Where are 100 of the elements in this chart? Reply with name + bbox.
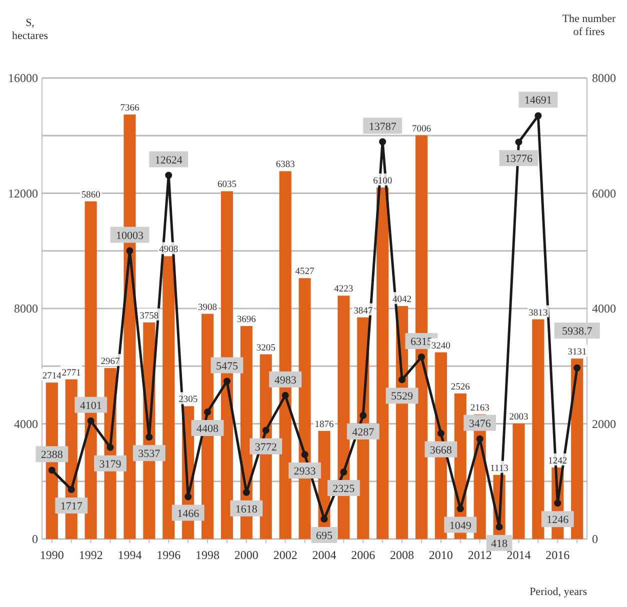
bar — [512, 424, 525, 539]
x-tick-label: 2012 — [468, 548, 492, 562]
y2-tick-label: 4000 — [592, 302, 616, 316]
y-axis-title: S, hectares — [12, 17, 48, 42]
data-label: 12624 — [154, 154, 183, 166]
x-tick-label: 1992 — [78, 548, 103, 562]
data-label: 2967 — [100, 357, 120, 368]
data-label: 6383 — [276, 160, 296, 170]
data-label: 3179 — [99, 458, 122, 470]
data-label: 6035 — [217, 180, 237, 190]
y2-axis-title: The number of fires — [562, 13, 616, 38]
data-label: 4983 — [274, 374, 297, 386]
data-label: 3908 — [198, 302, 218, 313]
data-label: 5529 — [391, 390, 414, 403]
data-label: 1049 — [449, 520, 472, 532]
data-label: 6100 — [373, 176, 392, 186]
data-label: 13787 — [368, 120, 397, 133]
data-label: 2714 — [42, 372, 62, 382]
data-label: 2933 — [294, 465, 316, 478]
data-label: 2526 — [450, 382, 470, 392]
y2-tick-label: 8000 — [592, 71, 616, 85]
x-tick-label: 2004 — [312, 548, 336, 562]
point — [515, 138, 522, 146]
x-tick-label: 2014 — [506, 548, 531, 562]
point — [68, 486, 75, 494]
data-label: 2305 — [178, 395, 198, 406]
x-tick-label: 2002 — [273, 548, 298, 562]
bar — [162, 256, 175, 539]
x-tick-label: 2006 — [351, 548, 376, 562]
point — [126, 247, 134, 254]
point — [48, 466, 56, 474]
data-label: 4223 — [334, 284, 354, 295]
data-label: 3758 — [140, 311, 159, 322]
point — [554, 500, 562, 507]
data-label: 2771 — [62, 368, 82, 378]
data-label: 418 — [491, 538, 508, 550]
x-axis-title: Period, years — [530, 586, 587, 598]
data-label: 4287 — [352, 426, 375, 438]
y2-tick-label: 2000 — [592, 416, 616, 431]
x-tick-label: 2008 — [390, 548, 414, 562]
bar — [571, 358, 584, 539]
x-tick-label: 2016 — [546, 548, 570, 562]
data-label: 7366 — [120, 104, 140, 114]
y2-tick-label: 6000 — [592, 186, 616, 200]
y-tick-label: 16000 — [8, 71, 38, 85]
x-tick-label: 1996 — [156, 548, 181, 562]
point — [398, 376, 406, 384]
data-label: 6315 — [410, 336, 433, 348]
data-label: 5475 — [216, 360, 238, 372]
point — [574, 364, 581, 372]
data-label: 3668 — [430, 444, 452, 456]
data-label: 4042 — [392, 295, 412, 306]
data-label: 2003 — [509, 412, 528, 423]
data-label: 4101 — [80, 400, 102, 412]
bar — [532, 319, 544, 539]
data-label: 1618 — [235, 503, 258, 516]
data-label: 7006 — [412, 124, 432, 134]
x-tick-label: 1998 — [196, 548, 220, 562]
data-label: 3847 — [354, 306, 373, 316]
data-label: 2325 — [332, 483, 356, 496]
data-label: 1466 — [177, 508, 200, 520]
point — [184, 493, 192, 500]
data-label: 5860 — [81, 190, 101, 200]
data-label: 3772 — [254, 441, 277, 454]
point — [223, 378, 230, 385]
data-label: 1246 — [546, 514, 570, 526]
data-label: 2163 — [470, 403, 490, 414]
point — [379, 138, 386, 146]
x-tick-label: 1990 — [40, 548, 64, 562]
x-tick-label: 2000 — [234, 548, 258, 562]
point — [534, 112, 542, 120]
point — [165, 172, 172, 179]
data-label: 13776 — [504, 153, 533, 166]
y-tick-label: 4000 — [14, 416, 38, 431]
data-label: 4908 — [159, 245, 178, 256]
data-label: 3205 — [256, 343, 276, 354]
data-label: 2388 — [40, 449, 64, 462]
point — [456, 505, 464, 512]
data-label: 1242 — [548, 456, 568, 466]
data-label: 3813 — [528, 308, 548, 318]
y-tick-label: 12000 — [8, 186, 38, 200]
point — [106, 444, 114, 451]
x-tick-label: 2010 — [428, 548, 453, 562]
point — [242, 488, 250, 496]
point — [476, 435, 484, 442]
y-tick-label: 8000 — [14, 302, 38, 316]
data-label: 1876 — [314, 420, 334, 430]
data-label: 1717 — [60, 500, 83, 513]
x-tick-label: 1994 — [118, 548, 142, 562]
data-label: 4527 — [295, 267, 315, 278]
point — [282, 392, 289, 399]
point — [418, 354, 425, 361]
point — [146, 434, 153, 441]
point — [320, 515, 328, 522]
y-tick-label: 0 — [32, 532, 38, 546]
data-label: 5938.7 — [562, 326, 593, 338]
data-label: 3240 — [431, 341, 451, 352]
point — [340, 468, 348, 476]
point — [301, 450, 308, 458]
data-label: 10003 — [116, 230, 144, 242]
